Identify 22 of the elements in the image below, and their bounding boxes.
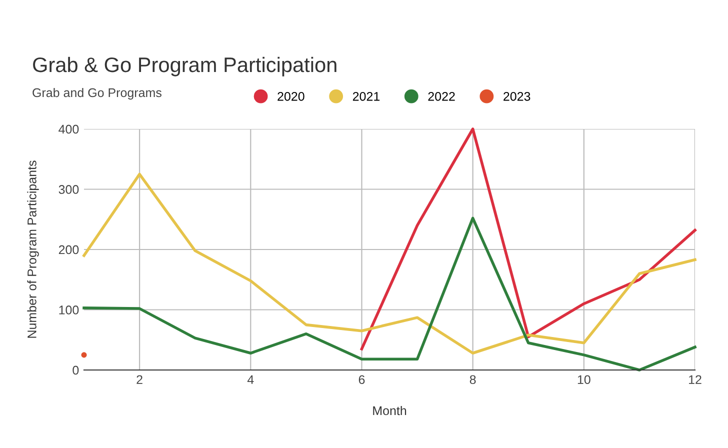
- legend-label: 2023: [504, 92, 530, 101]
- x-tick-label: 12: [689, 375, 702, 384]
- x-tick-label: 4: [247, 375, 254, 384]
- chart-subtitle: Grab and Go Programs: [32, 88, 162, 100]
- y-tick-label: 300: [58, 185, 79, 194]
- chart-title: Grab & Go Program Participation: [33, 56, 336, 76]
- y-tick-label: 0: [72, 366, 79, 375]
- y-tick-label: 200: [58, 245, 79, 254]
- legend-label: 2021: [352, 92, 380, 101]
- x-tick-label: 8: [470, 375, 476, 384]
- line-series: [360, 128, 696, 350]
- x-tick-label: 6: [358, 375, 365, 384]
- line-series: [82, 216, 696, 372]
- line-series: [82, 172, 696, 355]
- y-tick-label: 400: [58, 124, 79, 134]
- x-axis-title: Month: [373, 406, 406, 416]
- legend-label: 2020: [278, 92, 304, 101]
- x-tick-label: 10: [578, 375, 590, 384]
- x-tick-label: 2: [136, 375, 142, 384]
- legend-label: 2022: [428, 92, 455, 101]
- y-tick-label: 100: [59, 306, 79, 314]
- y-axis-title: Number of Program Participants: [27, 160, 39, 338]
